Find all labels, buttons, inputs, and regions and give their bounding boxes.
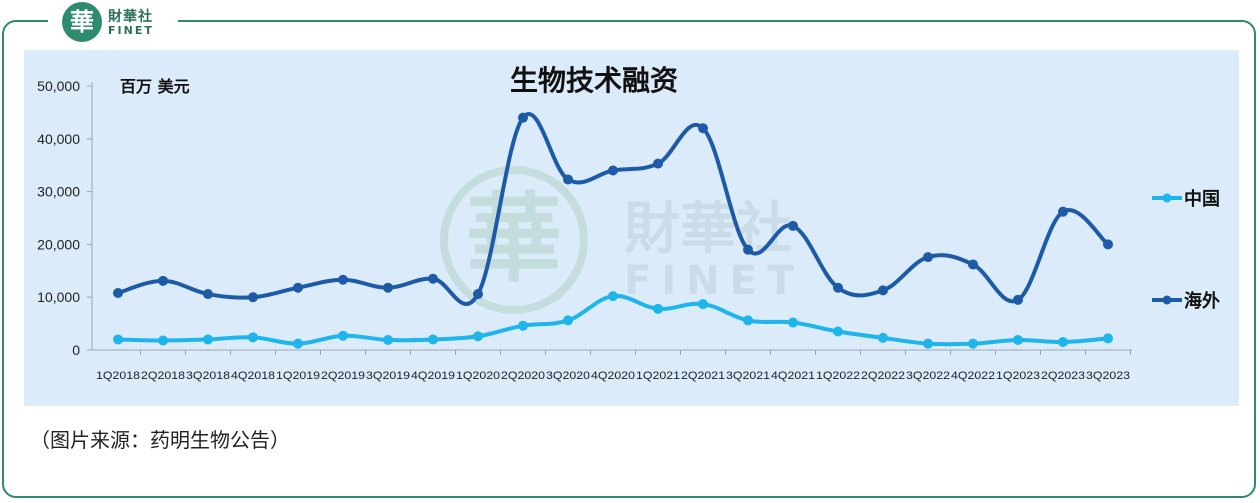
data-point-china — [743, 315, 753, 326]
chart-title: 生物技术融资 — [510, 64, 678, 97]
series-line-china — [117, 294, 1109, 347]
data-point-china — [338, 330, 348, 341]
data-point-china — [968, 338, 978, 349]
watermark-name-en: FINET — [624, 258, 804, 304]
data-point-overseas — [968, 259, 978, 270]
y-tick-label: 30,000 — [37, 184, 80, 200]
image-source-caption: （图片来源：药明生物公告） — [30, 428, 290, 452]
data-point-overseas — [428, 273, 438, 284]
data-point-overseas — [653, 158, 663, 169]
data-point-china — [518, 320, 528, 331]
data-point-overseas — [698, 123, 708, 134]
data-point-overseas — [833, 282, 843, 293]
x-tick-label: 2Q2023 — [1041, 370, 1085, 382]
data-point-china — [563, 315, 573, 326]
data-point-overseas — [743, 244, 753, 255]
data-point-overseas — [608, 165, 618, 176]
data-point-china — [293, 338, 303, 349]
watermark-badge-ring — [440, 166, 588, 314]
legend-marker-overseas — [1162, 295, 1172, 305]
x-tick-label: 2Q2021 — [681, 370, 725, 382]
y-tick-label: 20,000 — [37, 236, 80, 252]
data-point-china — [248, 332, 258, 343]
y-tick-label: 50,000 — [37, 78, 80, 94]
x-tick-label: 4Q2019 — [411, 370, 455, 382]
data-point-overseas — [1013, 294, 1023, 305]
data-point-overseas — [473, 289, 483, 300]
legend-label-china: 中国 — [1184, 188, 1220, 210]
data-point-china — [1103, 333, 1113, 344]
series-line-overseas — [117, 112, 1110, 306]
x-tick-label: 3Q2022 — [906, 370, 950, 382]
data-point-overseas — [788, 220, 798, 231]
data-point-china — [113, 334, 123, 345]
x-tick-label: 3Q2020 — [546, 370, 590, 382]
unit-label: 百万 美元 — [120, 77, 190, 96]
brand-name-en: FINET — [108, 24, 154, 37]
data-point-china — [383, 334, 393, 345]
data-point-overseas — [248, 292, 258, 303]
x-tick-label: 3Q2018 — [186, 370, 230, 382]
data-point-overseas — [1058, 206, 1068, 217]
x-tick-label: 1Q2019 — [276, 370, 320, 382]
data-point-china — [923, 338, 933, 349]
chart-area: 華財華社 FINET 0 10,000 20,000 30,000 40,000 50,000… — [24, 50, 1239, 406]
data-point-china — [698, 299, 708, 310]
x-tick-label: 3Q2019 — [366, 370, 410, 382]
data-point-overseas — [563, 174, 573, 185]
x-tick-label: 1Q2023 — [996, 370, 1040, 382]
data-point-overseas — [923, 252, 933, 263]
data-point-overseas — [1103, 239, 1113, 250]
data-point-overseas — [113, 287, 123, 298]
watermark-name-cn: 財華社 — [624, 197, 792, 262]
y-tick-label: 40,000 — [37, 131, 80, 147]
data-point-china — [608, 291, 618, 302]
data-point-china — [788, 317, 798, 328]
data-point-china — [473, 331, 483, 342]
x-tick-label: 1Q2021 — [636, 370, 680, 382]
x-tick-label: 2Q2019 — [321, 370, 365, 382]
y-tick-label: 0 — [72, 342, 80, 358]
brand-logo: 華 財華社 FINET — [48, 0, 178, 44]
x-tick-label: 4Q2022 — [951, 370, 995, 382]
x-tick-label: 4Q2020 — [591, 370, 635, 382]
brand-name-cn: 財華社 — [108, 9, 153, 25]
x-tick-label: 3Q2023 — [1086, 370, 1130, 382]
y-tick-label: 10,000 — [37, 289, 80, 305]
watermark-badge-char: 華 — [466, 182, 562, 295]
data-point-china — [878, 332, 888, 343]
data-point-china — [1013, 334, 1023, 345]
data-point-overseas — [518, 112, 528, 123]
data-point-overseas — [293, 282, 303, 293]
x-tick-label: 4Q2021 — [771, 370, 815, 382]
brand-badge-icon: 華 — [62, 2, 102, 42]
x-tick-label: 1Q2018 — [96, 370, 140, 382]
legend-marker-china — [1162, 193, 1172, 203]
line-chart: 華財華社FINET 0 10,000 20,000 30,000 40,000 50,000… — [37, 64, 1220, 382]
x-tick-label: 1Q2022 — [816, 370, 860, 382]
data-point-overseas — [158, 275, 168, 286]
x-tick-label: 4Q2018 — [231, 370, 275, 382]
data-point-overseas — [203, 289, 213, 300]
x-tick-label: 2Q2018 — [141, 370, 185, 382]
data-point-overseas — [383, 282, 393, 293]
data-point-china — [203, 334, 213, 345]
x-tick-label: 1Q2020 — [456, 370, 500, 382]
data-point-china — [1058, 337, 1068, 348]
data-point-china — [653, 303, 663, 314]
data-point-china — [158, 335, 168, 346]
x-tick-label: 3Q2021 — [726, 370, 770, 382]
data-point-china — [428, 334, 438, 345]
x-tick-label: 2Q2022 — [861, 370, 905, 382]
data-point-china — [833, 326, 843, 337]
data-point-overseas — [338, 274, 348, 285]
data-point-overseas — [878, 285, 888, 296]
x-tick-label: 2Q2020 — [501, 370, 545, 382]
legend-label-overseas: 海外 — [1184, 290, 1220, 312]
